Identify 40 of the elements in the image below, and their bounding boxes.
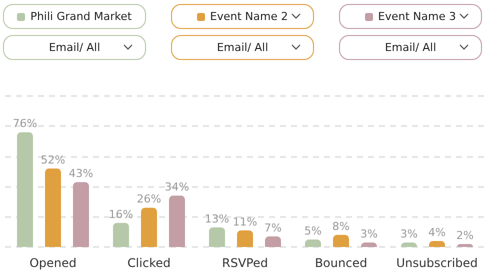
channel-dropdown: Email/ All [171, 35, 314, 60]
event-dropdown: Event Name 3 [339, 4, 482, 29]
bar [73, 182, 89, 247]
data-label: 43% [68, 167, 94, 180]
bar [305, 239, 321, 247]
data-label: 5% [304, 224, 322, 238]
data-label: 7% [264, 221, 282, 234]
data-label: 3% [400, 227, 418, 240]
data-label: 8% [332, 220, 350, 233]
x-tick-label: Unsubscribed [396, 256, 478, 270]
data-label: 76% [12, 117, 38, 130]
data-label: 26% [136, 192, 162, 206]
bar [141, 208, 157, 247]
bar [333, 234, 349, 247]
data-label: 3% [360, 227, 378, 240]
data-label: 2% [456, 228, 474, 242]
channel-dropdown: Email/ All [3, 35, 146, 60]
x-tick-label: Bounced [314, 256, 368, 270]
bar [17, 132, 33, 247]
legend-label: Event Name 3 [378, 10, 456, 23]
data-label: 13% [204, 212, 230, 226]
bar [237, 230, 253, 247]
data-label: 16% [108, 208, 134, 221]
bar [265, 236, 281, 247]
data-label: 34% [164, 180, 190, 194]
bar [169, 196, 185, 247]
data-label: 11% [232, 215, 258, 228]
legend-label: Phili Grand Market [30, 10, 132, 23]
channel-dropdown: Email/ All [339, 35, 482, 60]
event-dropdown: Event Name 2 [171, 4, 314, 29]
event-dropdown: Phili Grand Market [3, 4, 146, 29]
legend-label: Event Name 2 [210, 10, 288, 23]
bar [113, 222, 129, 247]
data-label: 52% [40, 153, 66, 166]
data-label: 4% [428, 226, 446, 239]
bar [45, 168, 61, 247]
bar [209, 227, 225, 247]
x-tick-label: Opened [29, 256, 77, 270]
x-tick-label: RSVPed [222, 256, 268, 270]
x-tick-label: Clicked [127, 256, 171, 270]
